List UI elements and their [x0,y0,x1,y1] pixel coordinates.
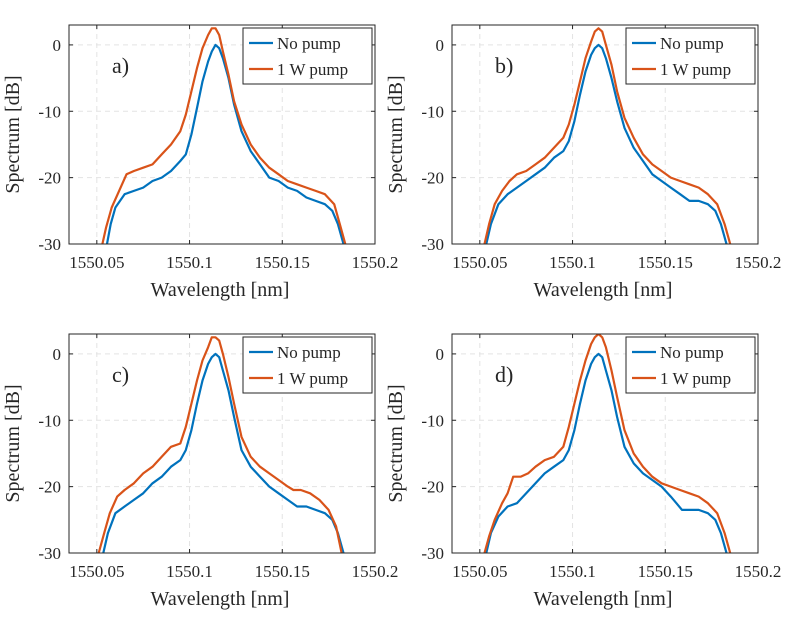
y-tick-label: -20 [38,169,61,188]
chart-panel-2: 1550.05 1550.1 1550.15 1550.2 0 -10 -20 -30 Wave… [385,24,782,301]
axes-frame [451,333,759,554]
x-tick-label: 1550.1 [166,253,213,272]
series-group [483,334,732,553]
x-tick-label: 1550.1 [549,562,596,581]
chart-panel-1: 1550.05 1550.1 1550.15 1550.2 0 -10 -20 -30 Wave… [2,24,399,301]
y-tick-label: -10 [421,411,444,430]
y-tick-label: 0 [53,36,62,55]
x-tick-label: 1550.2 [352,562,399,581]
series-line-1-w-pump [97,336,343,553]
panel-label: b) [495,53,513,78]
legend-entry: No pump [660,34,724,53]
axes-frame [68,24,376,245]
axes-frame [68,333,376,554]
x-tick-label: 1550.2 [735,253,782,272]
series-line-no-pump [102,352,345,553]
x-tick-label: 1550.15 [638,562,693,581]
x-axis-label: Wavelength [nm] [151,588,290,610]
x-tick-label: 1550.05 [69,562,124,581]
x-tick-label: 1550.15 [638,253,693,272]
series-line-no-pump [105,43,345,244]
y-tick-label: -20 [421,478,444,497]
y-tick-label: 0 [436,36,445,55]
y-axis-label: Spectrum [dB] [385,384,407,502]
y-tick-label: -30 [421,544,444,563]
x-axis-label: Wavelength [nm] [534,588,673,610]
x-tick-label: 1550.05 [452,253,507,272]
series-group [483,27,732,244]
y-tick-label: -10 [421,102,444,121]
y-axis-label: Spectrum [dB] [385,75,407,193]
legend-entry: 1 W pump [660,60,731,79]
panel-label: a) [112,53,129,78]
x-tick-label: 1550.2 [352,253,399,272]
y-axis-label: Spectrum [dB] [2,384,24,502]
chart-panel-3: 1550.05 1550.1 1550.15 1550.2 0 -10 -20 -30 Wave… [2,333,399,610]
x-tick-label: 1550.2 [735,562,782,581]
legend-box [242,27,373,85]
y-tick-label: -10 [38,411,61,430]
chart-panel-4: 1550.05 1550.1 1550.15 1550.2 0 -10 -20 -30 Wave… [385,333,782,610]
series-line-no-pump [485,43,728,244]
legend-box [242,336,373,394]
series-line-1-w-pump [483,27,732,244]
axes-frame [451,24,759,245]
series-group [97,336,345,553]
x-tick-label: 1550.05 [69,253,124,272]
x-tick-label: 1550.1 [549,253,596,272]
x-tick-label: 1550.1 [166,562,213,581]
legend-entry: No pump [277,34,341,53]
legend-entry: 1 W pump [277,369,348,388]
series-line-1-w-pump [483,334,732,553]
x-axis-label: Wavelength [nm] [151,279,290,301]
y-tick-label: -20 [38,478,61,497]
legend-box [625,336,756,394]
x-axis-label: Wavelength [nm] [534,279,673,301]
y-tick-label: -30 [38,235,61,254]
x-tick-label: 1550.15 [255,253,310,272]
x-tick-label: 1550.15 [255,562,310,581]
y-tick-label: 0 [436,345,445,364]
y-tick-label: -10 [38,102,61,121]
series-line-no-pump [485,352,728,553]
legend-box [625,27,756,85]
y-axis-label: Spectrum [dB] [2,75,24,193]
y-tick-label: 0 [53,345,62,364]
legend-entry: No pump [277,343,341,362]
y-tick-label: -20 [421,169,444,188]
panel-label: d) [495,362,513,387]
legend-entry: 1 W pump [277,60,348,79]
panel-label: c) [112,362,129,387]
x-tick-label: 1550.05 [452,562,507,581]
legend-entry: 1 W pump [660,369,731,388]
legend-entry: No pump [660,343,724,362]
y-tick-label: -30 [421,235,444,254]
series-group [101,27,347,244]
series-line-1-w-pump [101,27,347,244]
y-tick-label: -30 [38,544,61,563]
